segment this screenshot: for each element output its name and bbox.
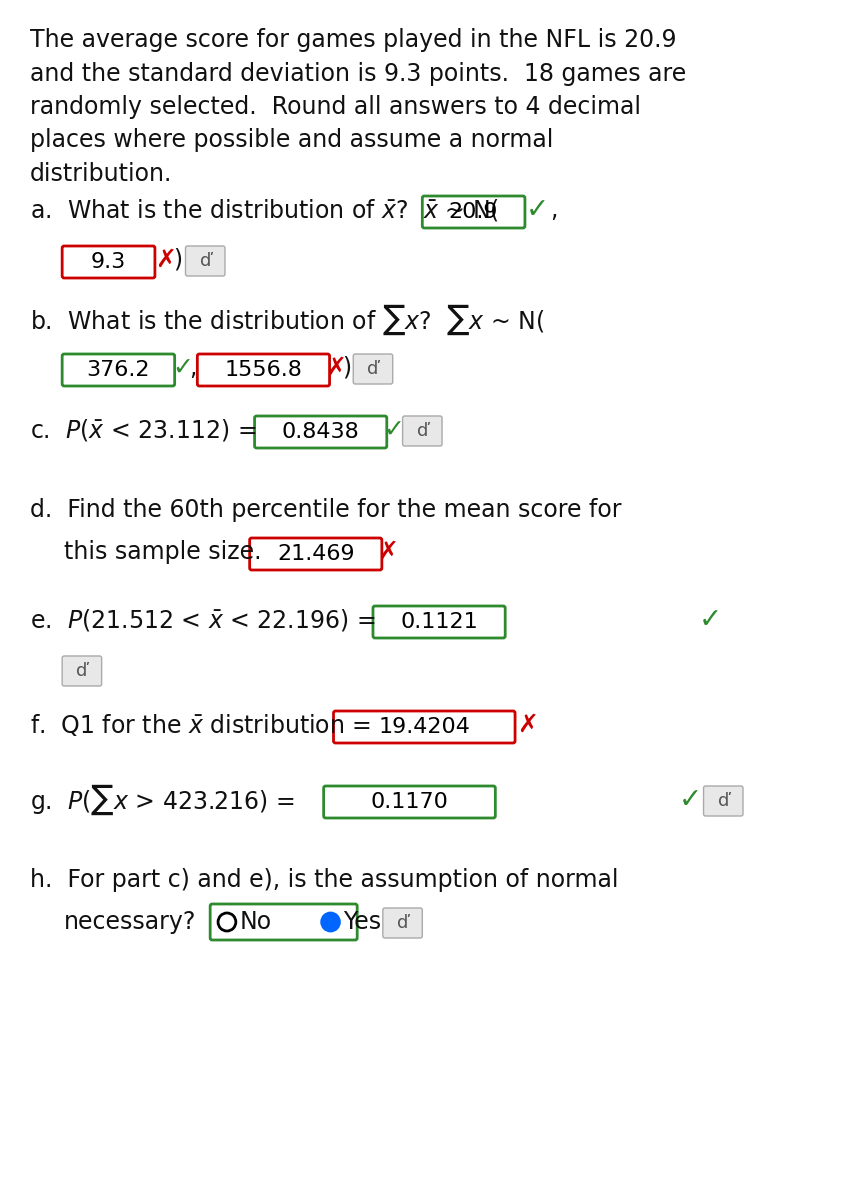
FancyBboxPatch shape	[333, 710, 515, 743]
Text: 19.4204: 19.4204	[378, 716, 470, 737]
FancyBboxPatch shape	[323, 786, 495, 818]
Text: ✗: ✗	[377, 540, 398, 564]
Text: ✓: ✓	[678, 786, 702, 814]
FancyBboxPatch shape	[402, 416, 442, 446]
Text: b.  What is the distribution of $\sum x$?  $\sum x$ ~ N(: b. What is the distribution of $\sum x$?…	[29, 302, 543, 337]
Text: 0.1170: 0.1170	[370, 792, 448, 812]
Text: ✓: ✓	[525, 196, 548, 224]
Text: f.  Q1 for the $\bar{x}$ distribution =: f. Q1 for the $\bar{x}$ distribution =	[29, 712, 373, 738]
Text: Yes: Yes	[343, 910, 381, 934]
Text: ✓: ✓	[698, 606, 722, 634]
Text: e.  $P$(21.512 < $\bar{x}$ < 22.196) =: e. $P$(21.512 < $\bar{x}$ < 22.196) =	[29, 607, 377, 634]
Text: ,: ,	[189, 356, 196, 380]
FancyBboxPatch shape	[197, 354, 329, 386]
Text: ď: ď	[396, 914, 408, 932]
Text: ✗: ✗	[517, 713, 538, 737]
FancyBboxPatch shape	[250, 538, 381, 570]
Circle shape	[321, 913, 339, 931]
Text: d.  Find the 60th percentile for the mean score for: d. Find the 60th percentile for the mean…	[29, 498, 621, 522]
FancyBboxPatch shape	[703, 786, 742, 816]
Text: ď: ď	[416, 422, 428, 440]
Text: g.  $P$($\sum x$ > 423.216) =: g. $P$($\sum x$ > 423.216) =	[29, 782, 296, 817]
FancyBboxPatch shape	[382, 908, 422, 938]
Text: ✗: ✗	[155, 248, 176, 272]
Text: ,: ,	[550, 198, 557, 222]
Text: ✓: ✓	[383, 418, 404, 442]
Text: 21.469: 21.469	[276, 544, 354, 564]
Text: ď: ď	[199, 252, 211, 270]
Text: 1556.8: 1556.8	[224, 360, 302, 380]
FancyBboxPatch shape	[62, 354, 175, 386]
Text: a.  What is the distribution of $\bar{x}$?  $\bar{x}$ ~ N(: a. What is the distribution of $\bar{x}$…	[29, 197, 498, 223]
Text: ď: ď	[716, 792, 728, 810]
Text: ): )	[342, 356, 351, 380]
Text: 20.9: 20.9	[449, 202, 498, 222]
FancyBboxPatch shape	[353, 354, 393, 384]
Text: this sample size.: this sample size.	[64, 540, 262, 564]
Text: ď: ď	[367, 360, 378, 378]
Text: 0.8438: 0.8438	[282, 422, 359, 442]
FancyBboxPatch shape	[185, 246, 225, 276]
FancyBboxPatch shape	[62, 656, 102, 686]
FancyBboxPatch shape	[373, 606, 505, 638]
Text: ✗: ✗	[325, 356, 345, 380]
Text: h.  For part c) and e), is the assumption of normal: h. For part c) and e), is the assumption…	[29, 868, 617, 892]
Text: No: No	[239, 910, 271, 934]
FancyBboxPatch shape	[62, 246, 155, 278]
Text: c.  $P(\bar{x}$ < 23.112) =: c. $P(\bar{x}$ < 23.112) =	[29, 416, 258, 443]
Text: necessary?: necessary?	[64, 910, 196, 934]
Text: ď: ď	[76, 662, 88, 680]
Text: 9.3: 9.3	[90, 252, 126, 272]
Text: 0.1121: 0.1121	[400, 612, 477, 632]
Text: ): )	[172, 248, 182, 272]
Text: 376.2: 376.2	[87, 360, 150, 380]
Text: The average score for games played in the NFL is 20.9
and the standard deviation: The average score for games played in th…	[29, 28, 685, 186]
FancyBboxPatch shape	[422, 196, 524, 228]
FancyBboxPatch shape	[210, 904, 356, 940]
Text: ✓: ✓	[172, 356, 193, 380]
FancyBboxPatch shape	[254, 416, 387, 448]
